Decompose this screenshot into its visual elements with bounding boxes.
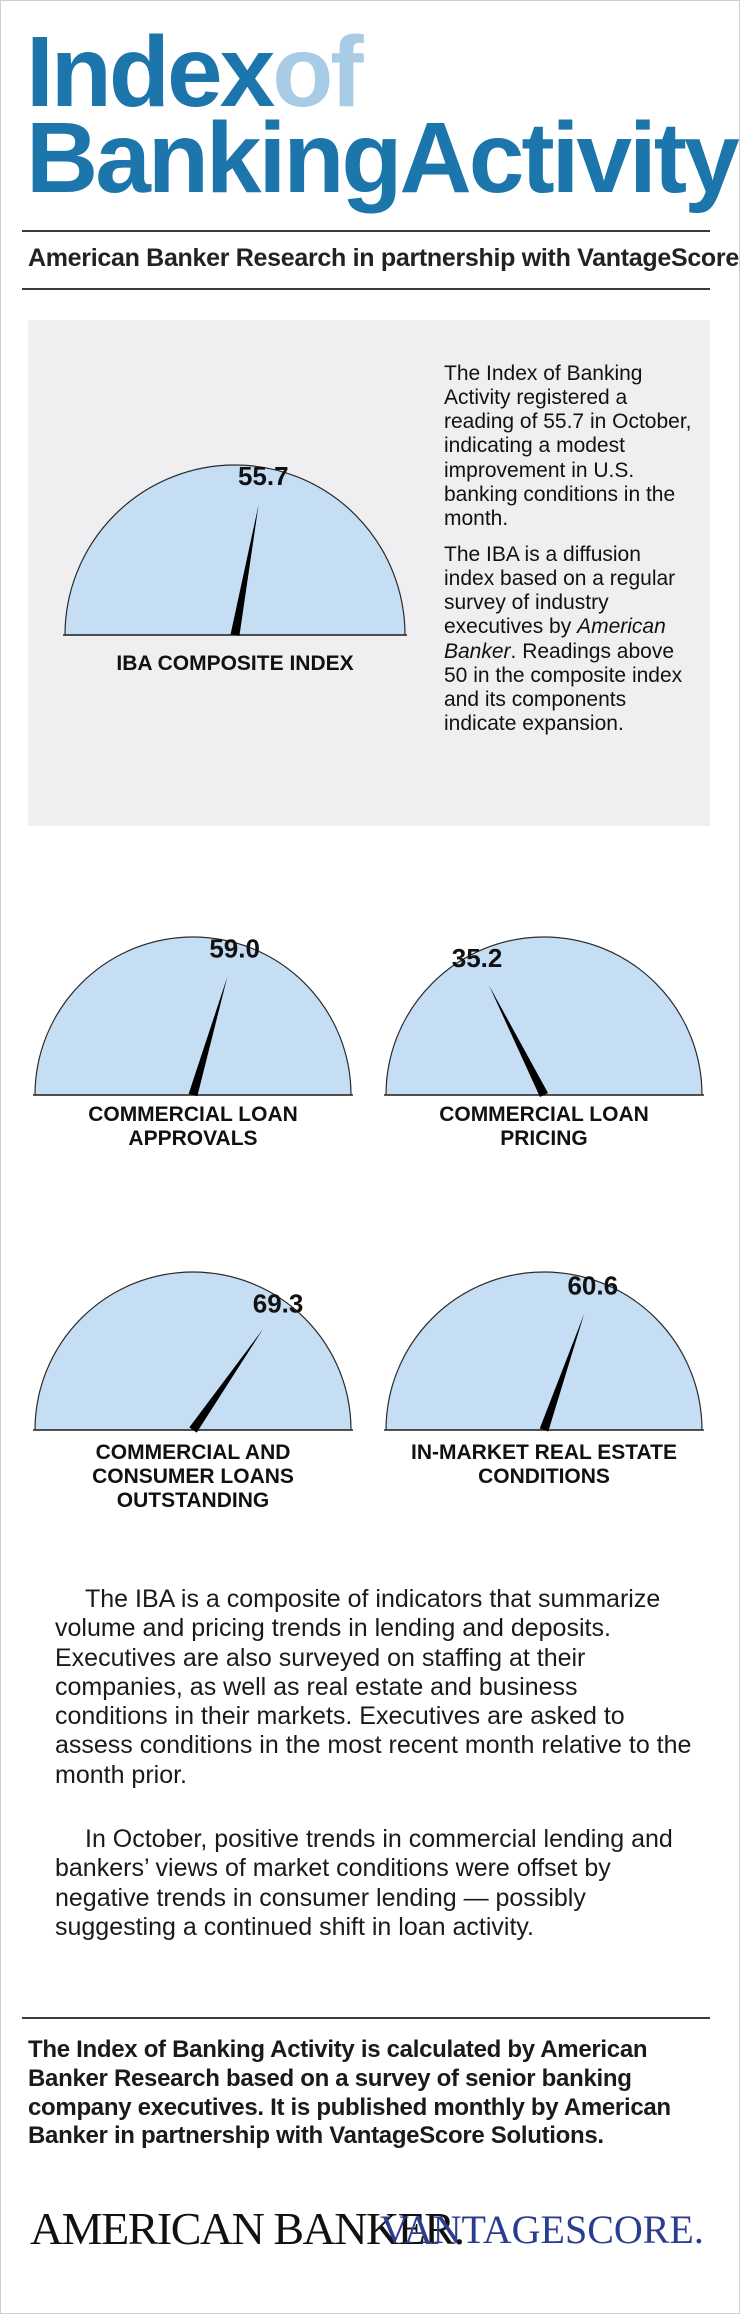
title-index: Index <box>26 16 275 128</box>
gauge-dial <box>385 1271 703 1431</box>
gauge-realestate-label: IN-MARKET REAL ESTATE CONDITIONS <box>411 1441 677 1489</box>
gauge-dial <box>64 464 406 636</box>
american-banker-logo: AMERICAN BANKER. <box>30 2203 465 2254</box>
gauge-commercial-consumer-loans-outstanding: 69.3 <box>33 1271 353 1433</box>
gauge-needle <box>230 504 259 636</box>
body-para-2: In October, positive trends in commercia… <box>55 1825 673 1941</box>
gauge-commercial-loan-approvals: 59.0 <box>33 933 353 1097</box>
gauge-dial <box>34 936 352 1096</box>
gauge-needle <box>539 1313 585 1432</box>
footer-rule <box>22 2017 710 2019</box>
title-line-1: Indexof <box>26 22 364 122</box>
gauge-commercial-loan-pricing: 35.2 <box>384 936 704 1098</box>
gauge-approvals-label: COMMERCIAL LOAN APPROVALS <box>88 1103 298 1151</box>
gauge-value-label: 55.7 <box>238 461 289 491</box>
header-rule-bottom <box>22 288 710 290</box>
gauge-dial <box>385 936 703 1096</box>
intro-para-2: The IBA is a diffusion index based on a … <box>444 542 683 735</box>
subtitle: American Banker Research in partnership … <box>28 244 739 272</box>
title-line-2: BankingActivity <box>26 102 740 214</box>
vantagescore-logo: VANTAGESCORE. <box>380 2207 704 2252</box>
gauge-pricing-label: COMMERCIAL LOAN PRICING <box>439 1103 649 1151</box>
intro-italic-american-banker: American Banker <box>444 615 666 663</box>
intro-para-1: The Index of Banking Activity registered… <box>444 362 692 530</box>
header-rule-top <box>22 230 710 232</box>
gauge-value-label: 59.0 <box>209 933 260 963</box>
gauge-value-label: 60.6 <box>567 1271 618 1301</box>
gauge-needle <box>188 976 228 1097</box>
gauge-in-market-real-estate: 60.6 <box>384 1271 704 1432</box>
intro-text: The Index of Banking Activity registered… <box>444 362 694 748</box>
gauge-dial <box>34 1271 352 1431</box>
gauge-value-label: 69.3 <box>253 1288 304 1318</box>
gauge-composite: 55.7 <box>63 461 407 636</box>
gauge-needle <box>189 1328 264 1433</box>
gauge-needle <box>488 984 549 1098</box>
body-para-1: The IBA is a composite of indicators tha… <box>55 1585 692 1789</box>
footer-text: The Index of Banking Activity is calcula… <box>28 2036 671 2150</box>
gauge-outstanding-label: COMMERCIAL AND CONSUMER LOANS OUTSTANDIN… <box>92 1441 294 1513</box>
gauge-value-label: 35.2 <box>452 943 503 973</box>
title-of: of <box>272 16 363 128</box>
gauge-composite-label: IBA COMPOSITE INDEX <box>116 652 354 675</box>
